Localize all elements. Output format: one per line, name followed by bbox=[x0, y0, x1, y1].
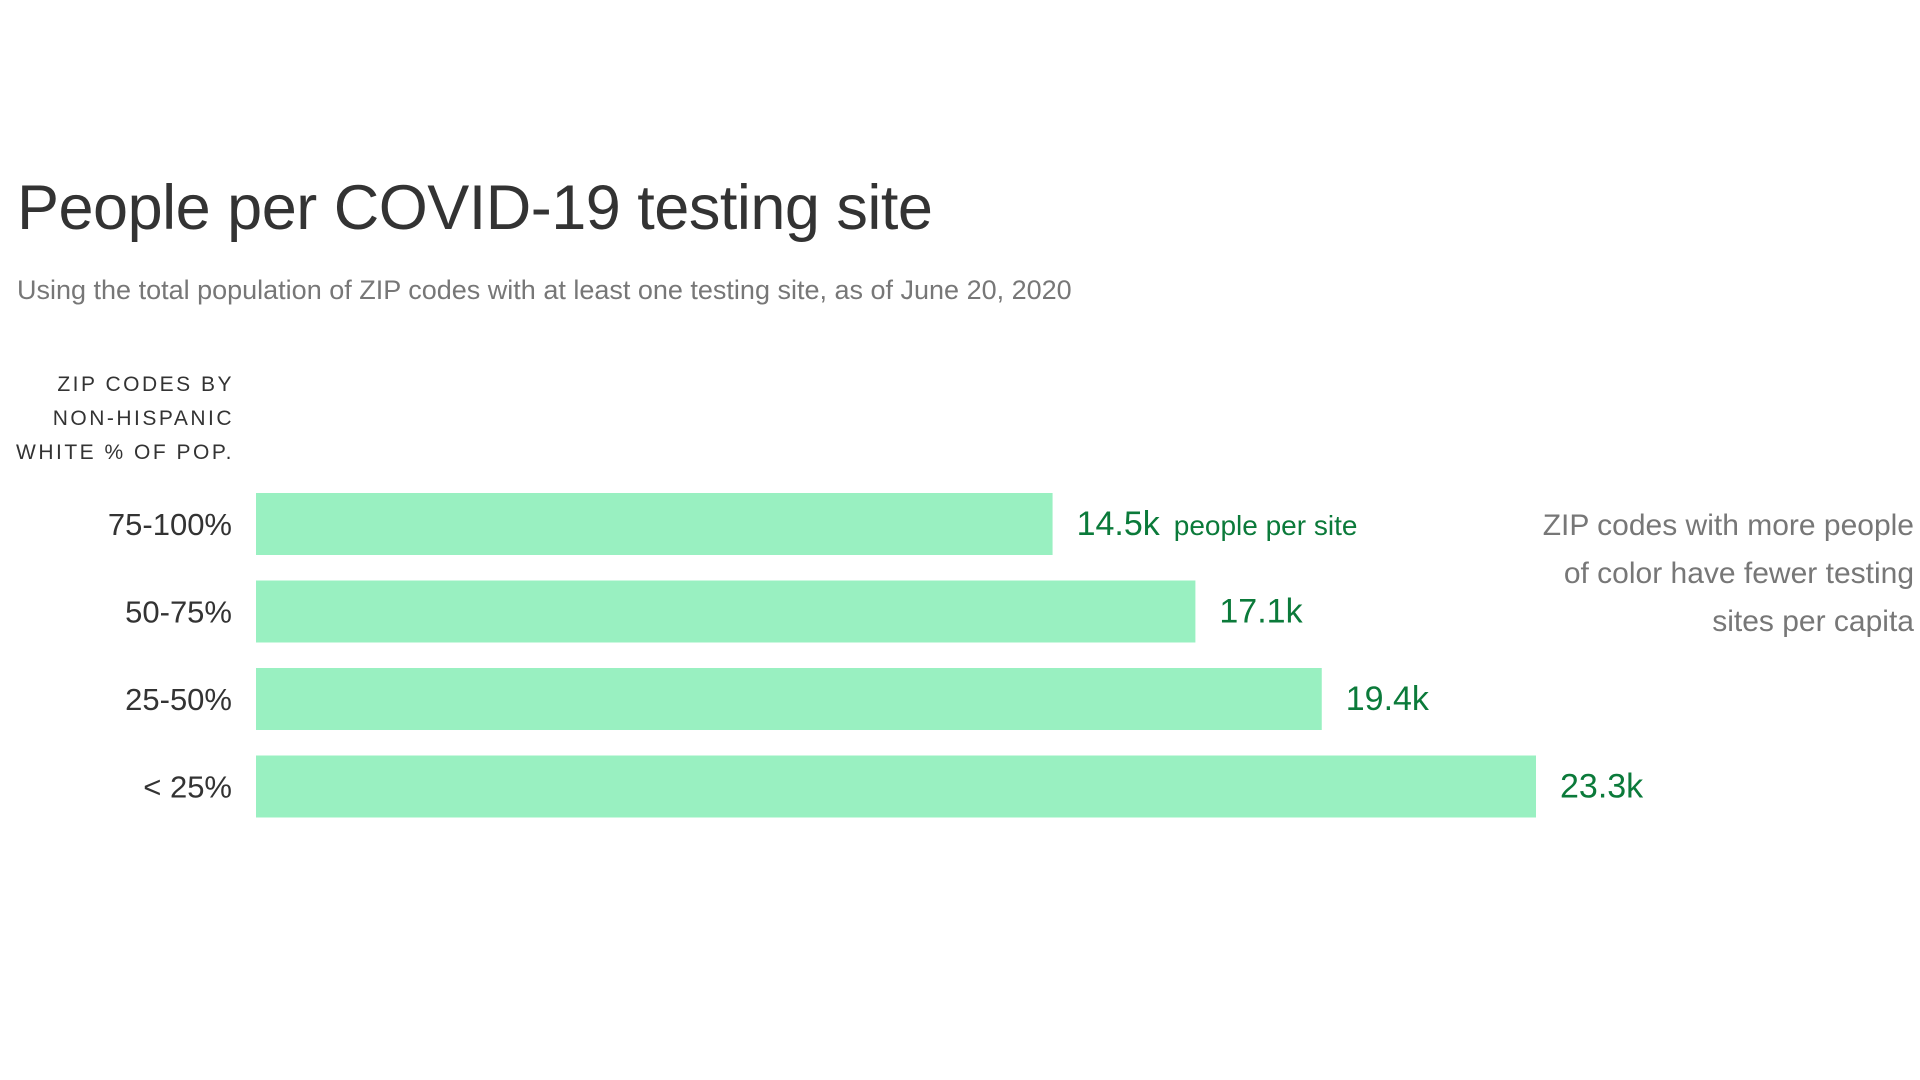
chart-annotation: ZIP codes with more people of color have… bbox=[1542, 509, 1914, 638]
category-axis-label: ZIP codes by Non-Hispanic White % of pop… bbox=[16, 368, 234, 470]
category-label-4: < 25% bbox=[143, 770, 232, 805]
category-label-3: 25-50% bbox=[125, 682, 232, 717]
chart-title: People per COVID-19 testing site bbox=[17, 173, 933, 243]
axis-label-line-3: White % of pop. bbox=[16, 441, 234, 464]
chart-subtitle: Using the total population of ZIP codes … bbox=[17, 275, 1072, 305]
value-label-4: 23.3k bbox=[1560, 768, 1644, 806]
bar-4 bbox=[256, 755, 1536, 818]
category-label-1: 75-100% bbox=[108, 507, 232, 542]
value-label-3: 19.4k bbox=[1346, 680, 1430, 718]
bar-3 bbox=[256, 668, 1322, 730]
value-label-2: 17.1k bbox=[1219, 593, 1303, 631]
category-label-2: 50-75% bbox=[125, 595, 232, 630]
bar-1 bbox=[256, 493, 1053, 555]
unit-label: people per site bbox=[1174, 510, 1358, 541]
axis-label-line-1: ZIP codes by bbox=[57, 373, 234, 396]
bar-2 bbox=[256, 580, 1196, 643]
value-label-1: 14.5k bbox=[1077, 505, 1161, 543]
axis-label-line-2: Non-Hispanic bbox=[52, 407, 234, 430]
